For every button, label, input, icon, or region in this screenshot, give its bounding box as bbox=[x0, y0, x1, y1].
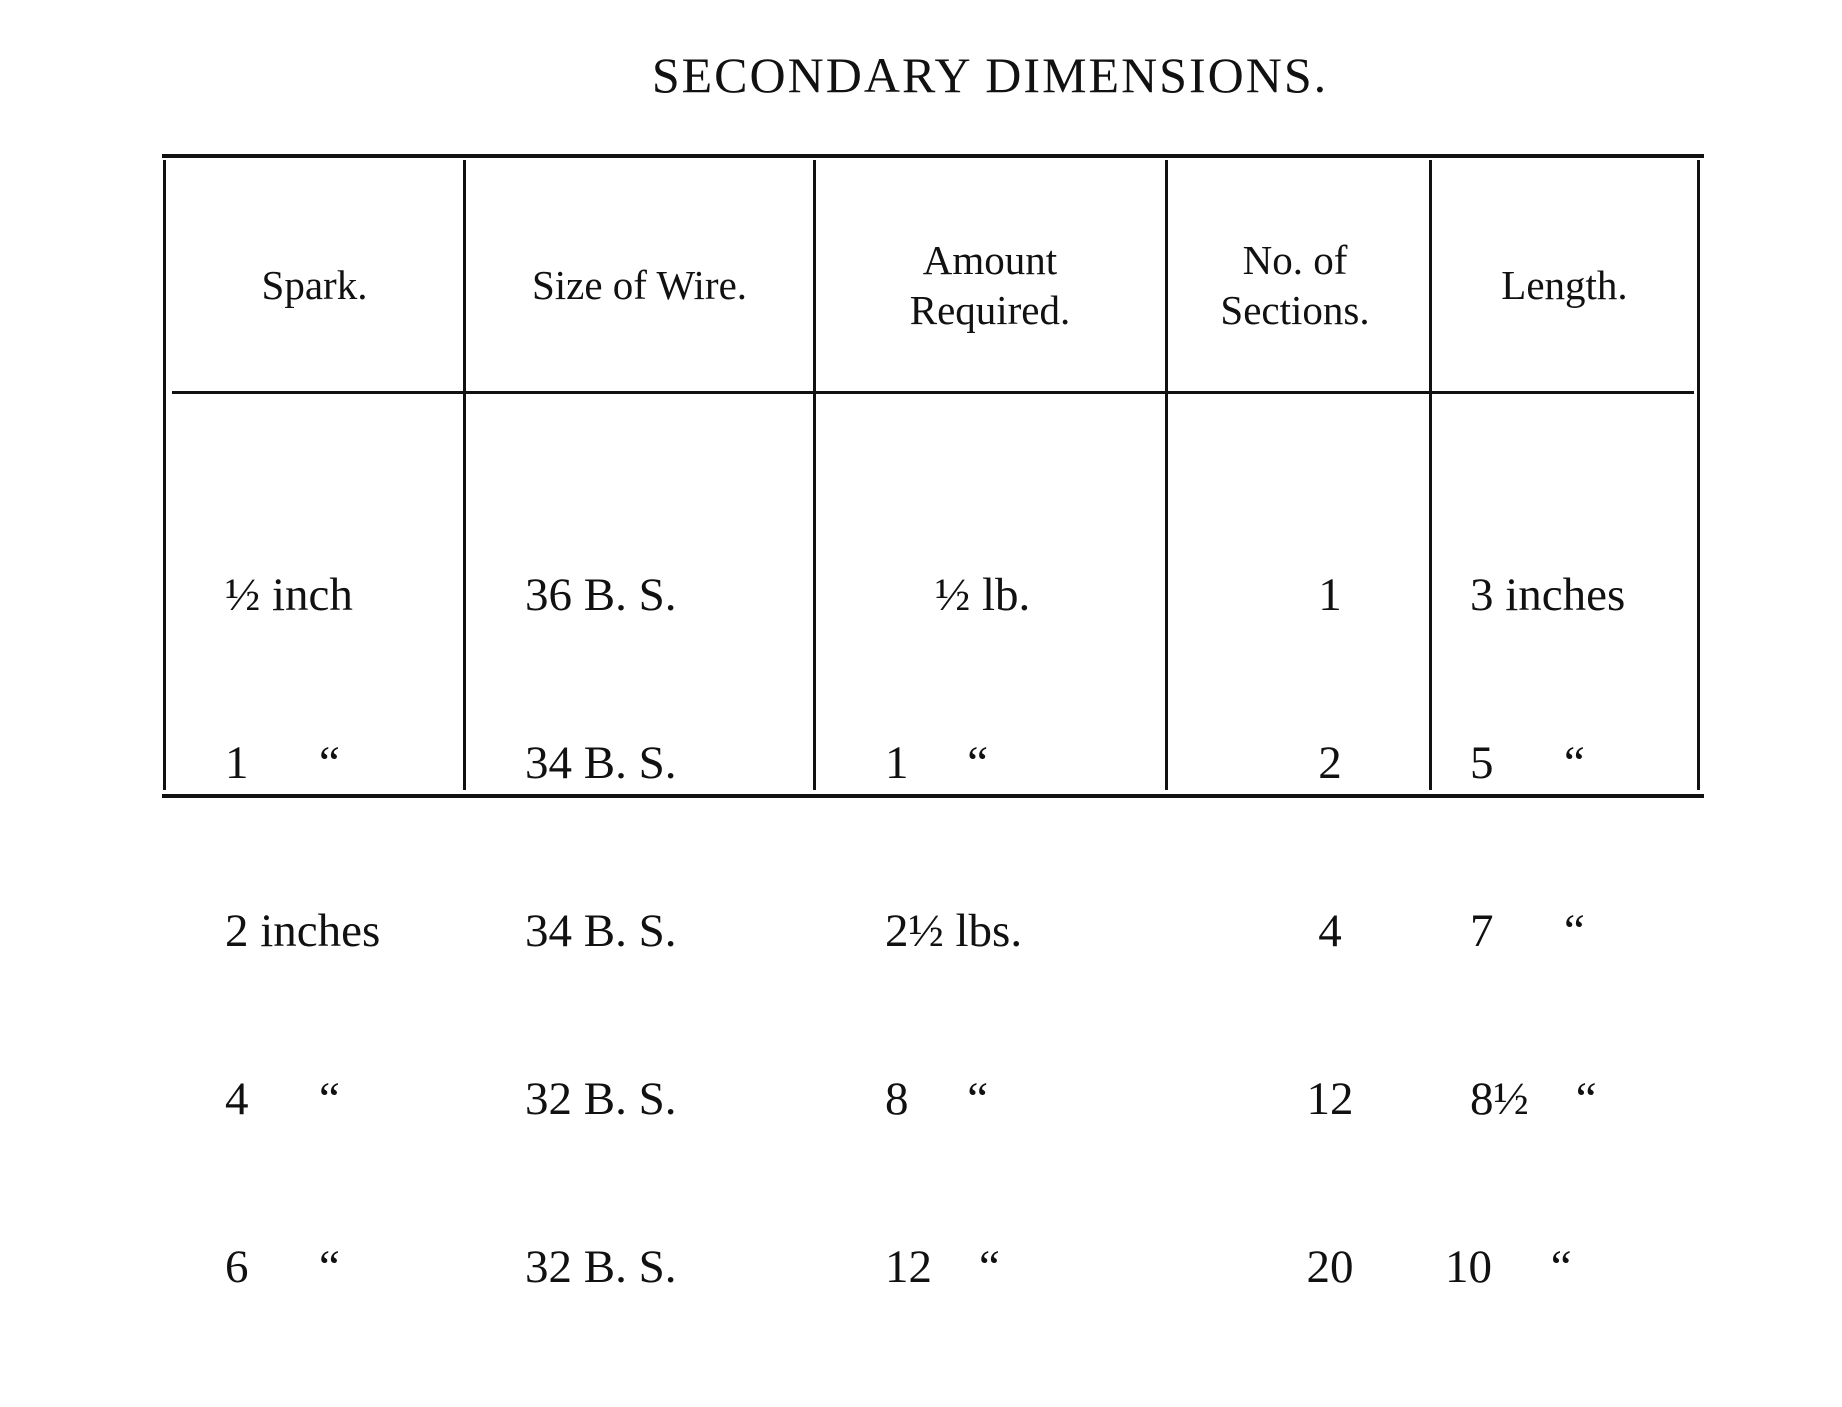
column-length: 3 inches 5 “ 7 “ 8½ “ 10 “ bbox=[1445, 455, 1625, 1407]
header-amount-required: Amount Required. bbox=[909, 237, 1071, 333]
table-cell: 2½ lbs. bbox=[885, 905, 1023, 957]
table-cell: ½ inch bbox=[225, 569, 353, 621]
column-amount-required: ½ lb. 1 “ 2½ lbs. 8 “ 12 “ bbox=[885, 455, 1030, 1407]
header-spark: Spark. bbox=[261, 262, 368, 308]
table-cell: ½ lb. bbox=[935, 569, 1031, 621]
table-bottom-rule bbox=[162, 794, 1704, 798]
column-size-of-wire: 36 B. S. 34 B. S. 34 B. S. 32 B. S. 32 B… bbox=[525, 455, 677, 1407]
table-cell: 36 B. S. bbox=[525, 569, 677, 621]
column-divider bbox=[813, 160, 816, 790]
table-cell: 3 inches bbox=[1470, 569, 1626, 621]
header-no-of-sections: No. of Sections. bbox=[1220, 237, 1370, 333]
table-cell: 2 inches bbox=[225, 905, 381, 957]
column-divider bbox=[1165, 160, 1168, 790]
page-title: SECONDARY DIMENSIONS. bbox=[651, 47, 1329, 103]
column-divider bbox=[463, 160, 466, 790]
table-cell: 2 bbox=[1318, 737, 1342, 789]
header-length: Length. bbox=[1501, 262, 1628, 308]
table-cell: 1 “ bbox=[225, 737, 340, 789]
header-size-of-wire: Size of Wire. bbox=[531, 262, 748, 308]
table-cell: 6 “ bbox=[225, 1241, 340, 1293]
table-cell: 32 B. S. bbox=[525, 1073, 677, 1125]
table-cell: 4 bbox=[1318, 905, 1342, 957]
table-cell: 4 “ bbox=[225, 1073, 340, 1125]
table-cell: 10 “ bbox=[1445, 1241, 1572, 1293]
table-cell: 34 B. S. bbox=[525, 737, 677, 789]
table-cell: 12 “ bbox=[885, 1241, 1000, 1293]
table-cell: 1 “ bbox=[885, 737, 989, 789]
table-cell: 34 B. S. bbox=[525, 905, 677, 957]
column-spark: ½ inch 1 “ 2 inches 4 “ 6 “ bbox=[225, 455, 380, 1407]
table-cell: 7 “ bbox=[1470, 905, 1585, 957]
column-divider bbox=[1429, 160, 1432, 790]
header-rule bbox=[172, 391, 1694, 394]
table-top-rule bbox=[162, 154, 1704, 158]
table-cell: 1 bbox=[1318, 569, 1342, 621]
column-divider bbox=[1697, 160, 1700, 790]
table-cell: 8½ “ bbox=[1470, 1073, 1597, 1125]
table-cell: 12 bbox=[1306, 1073, 1354, 1125]
column-no-of-sections: 1 2 4 12 20 bbox=[1290, 455, 1370, 1407]
table-cell: 32 B. S. bbox=[525, 1241, 677, 1293]
table-cell: 20 bbox=[1306, 1241, 1354, 1293]
column-divider bbox=[163, 160, 166, 790]
table-cell: 5 “ bbox=[1470, 737, 1585, 789]
table-cell: 8 “ bbox=[885, 1073, 989, 1125]
